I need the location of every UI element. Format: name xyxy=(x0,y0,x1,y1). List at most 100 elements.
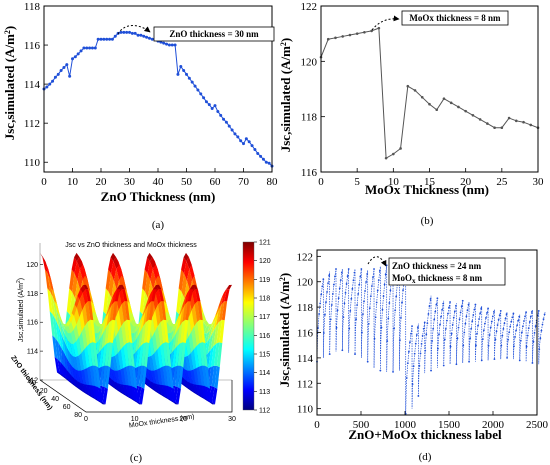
panel-c-surface-patch xyxy=(89,385,95,399)
panel-c-surface-patch xyxy=(112,337,118,356)
panel-c-surface-patch xyxy=(112,301,118,321)
panel-c-surface-patch xyxy=(188,310,195,332)
panel-d-data-point xyxy=(428,305,431,307)
panel-d-data-point xyxy=(465,315,468,318)
panel-d-data-point xyxy=(494,338,497,341)
panel-d-data-point xyxy=(520,331,523,334)
panel-d-data-point xyxy=(507,338,510,341)
panel-c-surface-patch xyxy=(194,322,200,347)
panel-d-data-point xyxy=(411,383,414,386)
panel-b-x-tick-label: 0 xyxy=(318,176,324,188)
panel-c-surface-patch xyxy=(165,365,171,388)
panel-c-surface-patch xyxy=(57,341,64,366)
panel-d-data-point xyxy=(388,302,391,304)
panel-c-surface-patch xyxy=(119,289,125,305)
panel-c-surface-patch xyxy=(83,384,89,396)
panel-c-surface-patch xyxy=(83,368,90,386)
panel-d-data-point xyxy=(335,268,337,270)
panel-d-data-point xyxy=(337,297,340,300)
panel-c-surface-patch xyxy=(185,355,191,371)
panel-a-data-point xyxy=(190,80,194,84)
panel-d-annotation-line1: ZnO thickness = 24 nm xyxy=(392,261,482,271)
panel-d-data-point xyxy=(437,347,439,350)
panel-d-data-point xyxy=(325,301,327,304)
panel-b-x-tick-label: 5 xyxy=(354,176,360,188)
panel-b-y-tick-label: 120 xyxy=(301,56,318,68)
panel-d-data-point xyxy=(443,338,446,341)
panel-d-data-point xyxy=(485,317,487,319)
panel-c-surface-patch xyxy=(171,346,178,369)
panel-d-data-point xyxy=(451,324,454,326)
panel-a-data-point xyxy=(167,43,171,47)
panel-d-data-point xyxy=(433,318,436,321)
panel-d-data-point xyxy=(372,276,374,279)
panel-a-data-point xyxy=(244,137,248,141)
panel-a-data-point xyxy=(145,35,149,39)
panel-c-surface-patch xyxy=(69,353,76,370)
panel-a-y-tick-label: 116 xyxy=(24,40,41,52)
panel-c-surface-patch xyxy=(69,362,75,379)
panel-a-data-point xyxy=(96,37,100,41)
panel-a-y-tick-label: 110 xyxy=(24,157,41,169)
panel-c-colorbar-tick-label: 121 xyxy=(259,240,271,247)
panel-c-surface-patch xyxy=(122,289,128,302)
panel-a-data-point xyxy=(213,104,217,108)
panel-d-y-label: Jsc,simulated (A/m2) xyxy=(277,273,292,388)
panel-d-data-point xyxy=(442,302,445,305)
panel-c-surface-patch xyxy=(111,261,117,281)
panel-c-surface-patch xyxy=(76,299,83,318)
panel-c-surface-patch xyxy=(117,369,123,385)
panel-c-surface-patch xyxy=(173,402,179,405)
panel-c-surface-patch xyxy=(76,317,82,338)
panel-a-data-point xyxy=(51,79,55,83)
panel-d-data-point xyxy=(349,310,352,312)
panel-d-data-point xyxy=(458,318,461,321)
panel-c-surface-patch xyxy=(124,301,130,321)
panel-a-data-point xyxy=(182,68,186,72)
panel-d-data-point xyxy=(468,360,470,363)
panel-d-data-point xyxy=(326,291,328,293)
panel-d-data-point xyxy=(495,330,498,333)
panel-c-surface-patch xyxy=(71,316,77,331)
panel-c-surface-patch xyxy=(54,301,60,315)
panel-c-surface-patch xyxy=(109,301,115,322)
panel-b-annotation: MoOx thickness = 8 nm xyxy=(409,13,501,23)
panel-b-data-point xyxy=(341,35,345,38)
panel-d-data-point xyxy=(457,326,460,329)
panel-d-data-point xyxy=(393,327,395,330)
panel-d-data-point xyxy=(472,314,475,316)
panel-c-surface-patch xyxy=(161,301,167,321)
panel-c-surface-patch xyxy=(138,365,144,388)
panel-c-surface-patch xyxy=(182,319,189,344)
panel-d-data-point xyxy=(317,327,319,329)
panel-d-data-point xyxy=(328,274,331,277)
panel-d-data-point xyxy=(424,349,427,352)
panel-b-data-point xyxy=(363,30,366,34)
panel-c-surface-patch xyxy=(159,384,165,398)
panel-c-surface-patch xyxy=(122,384,128,398)
panel-a-data-point xyxy=(125,30,129,34)
panel-c-surface-patch xyxy=(148,369,154,383)
panel-c-surface-patch xyxy=(112,355,118,371)
panel-c-surface-patch xyxy=(107,342,113,368)
panel-c-surface-patch xyxy=(62,322,68,341)
panel-a-data-point xyxy=(224,120,228,124)
panel-c-surface-patch xyxy=(111,369,117,383)
panel-d-data-point xyxy=(522,325,524,328)
panel-c-surface-patch xyxy=(149,337,155,356)
panel-d-data-point xyxy=(324,313,326,316)
panel-c-surface-patch xyxy=(107,319,113,344)
panel-d-data-point xyxy=(501,334,504,337)
panel-c-surface-patch xyxy=(59,314,65,330)
panel-c-surface-patch xyxy=(105,269,111,292)
panel-c-surface-patch xyxy=(214,342,220,366)
panel-c-surface-patch xyxy=(201,365,208,388)
panel-d-data-point xyxy=(332,283,335,286)
panel-d-data-point xyxy=(340,271,343,274)
panel-d-data-point xyxy=(400,317,402,319)
panel-c-surface-patch xyxy=(105,365,111,389)
panel-c-surface-patch xyxy=(120,368,126,386)
panel-c-surface-patch xyxy=(204,365,211,389)
panel-c-title: Jsc vs ZnO thickness and MoOx thickness xyxy=(65,242,197,249)
panel-d-data-point xyxy=(490,320,493,323)
